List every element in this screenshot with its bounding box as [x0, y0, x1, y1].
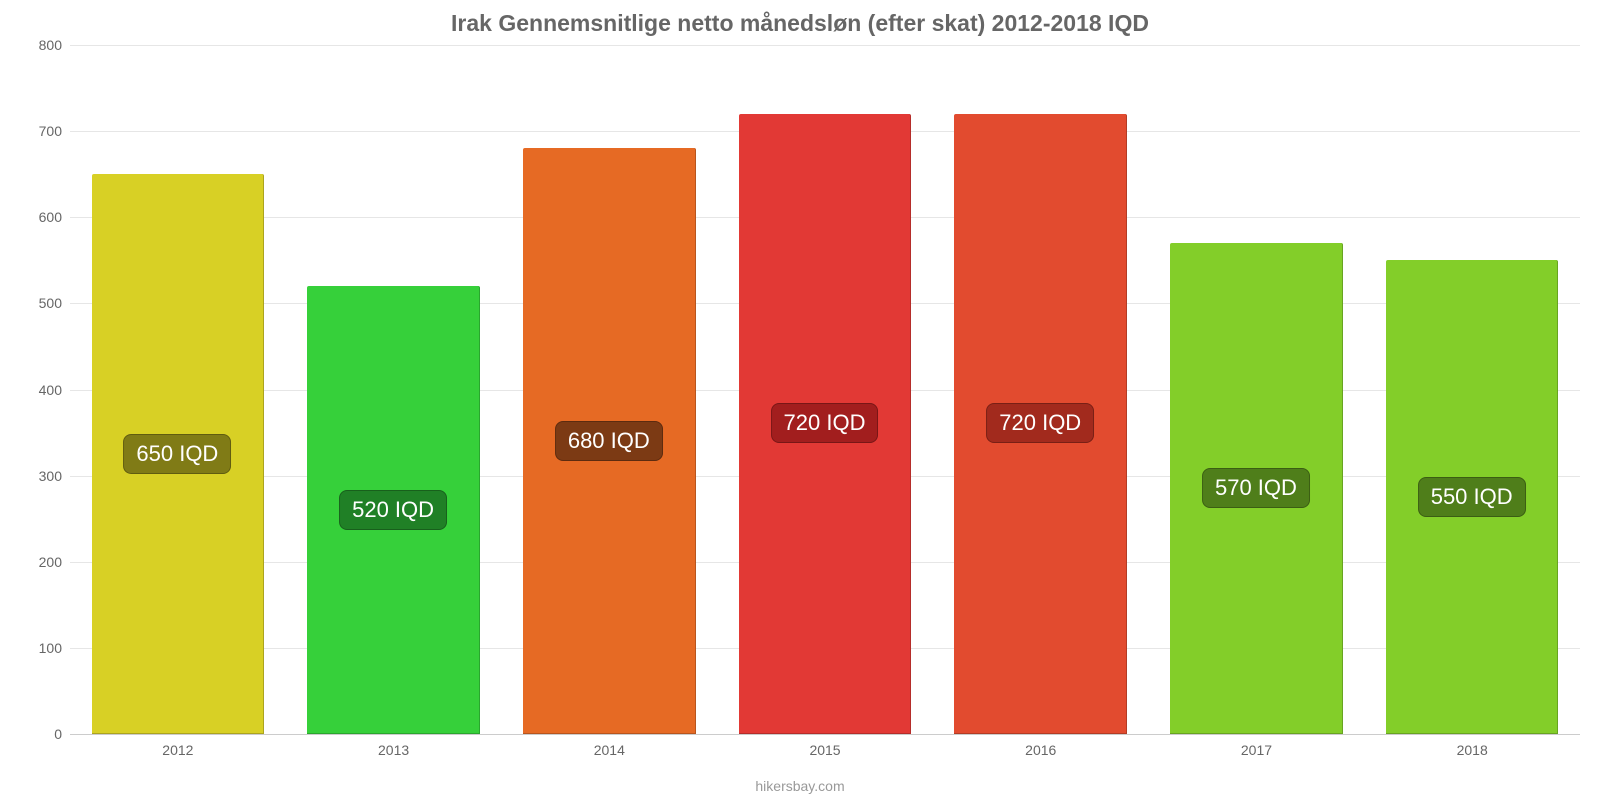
bar: 720 IQD [954, 114, 1127, 734]
y-tick-label: 400 [39, 382, 70, 398]
bar-slot: 720 IQD2015 [717, 45, 933, 734]
x-tick-label: 2012 [162, 742, 193, 758]
x-tick-label: 2018 [1457, 742, 1488, 758]
bar: 650 IQD [92, 174, 265, 734]
bar-slot: 650 IQD2012 [70, 45, 286, 734]
bar-value-label: 520 IQD [339, 490, 447, 530]
chart-plot-area: 650 IQD2012520 IQD2013680 IQD2014720 IQD… [70, 45, 1580, 735]
bar-value-label: 550 IQD [1418, 477, 1526, 517]
x-tick-label: 2014 [594, 742, 625, 758]
bar-slot: 680 IQD2014 [501, 45, 717, 734]
bar-slot: 520 IQD2013 [286, 45, 502, 734]
bar-slot: 570 IQD2017 [1149, 45, 1365, 734]
bar: 570 IQD [1170, 243, 1343, 734]
bar-value-label: 720 IQD [986, 403, 1094, 443]
bar: 680 IQD [523, 148, 696, 734]
bar-value-label: 680 IQD [555, 421, 663, 461]
bar-slot: 550 IQD2018 [1364, 45, 1580, 734]
y-tick-label: 500 [39, 295, 70, 311]
chart-source: hikersbay.com [755, 778, 844, 794]
bar-value-label: 720 IQD [771, 403, 879, 443]
bars-container: 650 IQD2012520 IQD2013680 IQD2014720 IQD… [70, 45, 1580, 734]
bar: 520 IQD [307, 286, 480, 734]
bar-value-label: 650 IQD [123, 434, 231, 474]
bar: 720 IQD [739, 114, 912, 734]
bar: 550 IQD [1386, 260, 1559, 734]
x-tick-label: 2013 [378, 742, 409, 758]
y-tick-label: 0 [54, 726, 70, 742]
x-tick-label: 2017 [1241, 742, 1272, 758]
y-tick-label: 100 [39, 640, 70, 656]
x-tick-label: 2015 [809, 742, 840, 758]
y-tick-label: 700 [39, 123, 70, 139]
y-tick-label: 300 [39, 468, 70, 484]
x-tick-label: 2016 [1025, 742, 1056, 758]
y-tick-label: 600 [39, 209, 70, 225]
y-tick-label: 200 [39, 554, 70, 570]
bar-slot: 720 IQD2016 [933, 45, 1149, 734]
plot: 650 IQD2012520 IQD2013680 IQD2014720 IQD… [70, 45, 1580, 735]
bar-value-label: 570 IQD [1202, 468, 1310, 508]
chart-title: Irak Gennemsnitlige netto månedsløn (eft… [0, 0, 1600, 37]
y-tick-label: 800 [39, 37, 70, 53]
